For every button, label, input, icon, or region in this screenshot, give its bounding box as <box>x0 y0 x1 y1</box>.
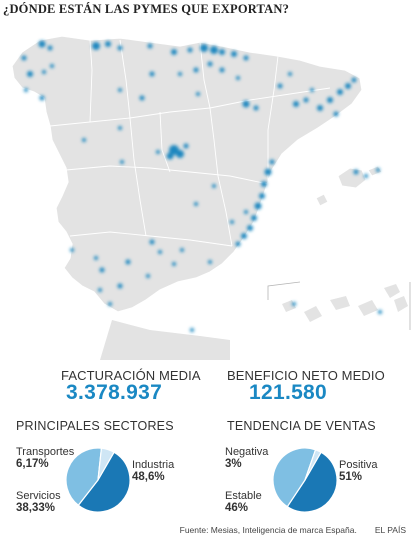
tendencia-heading: TENDENCIA DE VENTAS <box>227 419 376 433</box>
canary-islands-inset <box>267 281 411 330</box>
tendencia-slice-negativa <box>304 449 322 481</box>
menorca-shape <box>367 165 383 177</box>
facturacion-label: FACTURACIÓN MEDIA <box>61 368 201 383</box>
beneficio-label: BENEFICIO NETO MEDIO <box>227 368 385 383</box>
peninsula-shape <box>11 35 363 313</box>
sectores-slice-servicios <box>65 447 103 507</box>
sectores-heading: PRINCIPALES SECTORES <box>16 419 174 433</box>
mallorca-shape <box>337 167 367 189</box>
source-note: Fuente: Mesias, Inteligencia de marca Es… <box>179 525 406 535</box>
pie-label-industria: Industria 48,6% <box>132 459 175 483</box>
facturacion-value: 3.378.937 <box>66 381 163 404</box>
sectores-pie-chart <box>65 447 131 513</box>
pie-label-transportes: Transportes 6,17% <box>16 446 75 470</box>
sectores-slice-industria <box>77 451 131 513</box>
spain-map <box>11 35 411 360</box>
page-title: ¿DÓNDE ESTÁN LAS PYMES QUE EXPORTAN? <box>3 2 290 16</box>
africa-coast <box>100 320 230 360</box>
tendencia-slice-positiva <box>286 451 338 513</box>
company-dots <box>21 40 382 332</box>
ibiza-shape <box>315 193 329 207</box>
tendencia-pie-chart <box>272 447 338 513</box>
pie-label-positiva: Positiva 51% <box>339 459 378 483</box>
pie-label-negativa: Negativa 3% <box>225 446 269 470</box>
sectores-slice-transportes <box>97 447 115 481</box>
region-borders <box>49 39 331 247</box>
tendencia-slice-estable <box>272 447 317 508</box>
beneficio-value: 121.580 <box>249 381 328 404</box>
pie-label-estable: Estable 46% <box>225 490 262 514</box>
pie-label-servicios: Servicios 38,33% <box>16 490 61 514</box>
land-mass <box>11 35 383 360</box>
